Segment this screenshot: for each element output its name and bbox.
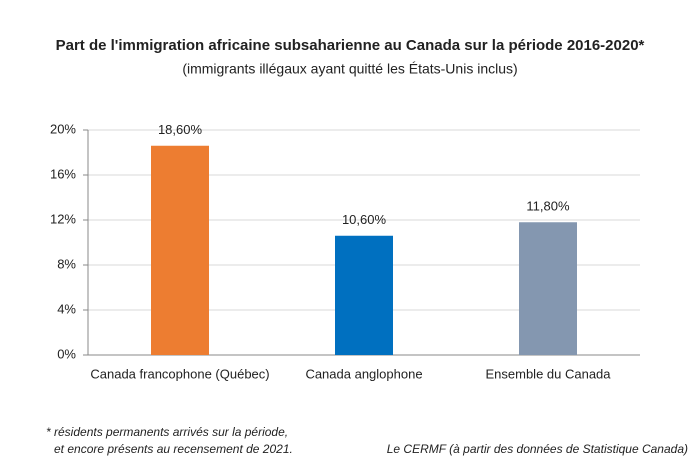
x-tick-label: Canada francophone (Québec)	[90, 366, 269, 381]
data-label: 10,60%	[342, 212, 387, 227]
bar	[151, 145, 209, 355]
x-tick-label: Canada anglophone	[305, 366, 422, 381]
y-tick-label: 20%	[50, 121, 76, 136]
bar	[335, 235, 393, 355]
y-tick-label: 12%	[50, 211, 76, 226]
x-tick-label: Ensemble du Canada	[485, 366, 611, 381]
footnote: et encore présents au recensement de 202…	[54, 442, 293, 456]
chart-subtitle: (immigrants illégaux ayant quitté les Ét…	[182, 61, 517, 77]
y-tick-label: 0%	[57, 346, 76, 361]
data-label: 11,80%	[526, 199, 570, 214]
y-tick-label: 16%	[50, 166, 76, 181]
chart-title: Part de l'immigration africaine subsahar…	[56, 37, 645, 54]
source-note: Le CERMF (à partir des données de Statis…	[387, 442, 688, 456]
y-tick-label: 8%	[57, 256, 76, 271]
footnote: * résidents permanents arrivés sur la pé…	[46, 425, 288, 439]
y-tick-label: 4%	[57, 301, 76, 316]
data-label: 18,60%	[158, 122, 203, 137]
bar	[519, 222, 577, 355]
